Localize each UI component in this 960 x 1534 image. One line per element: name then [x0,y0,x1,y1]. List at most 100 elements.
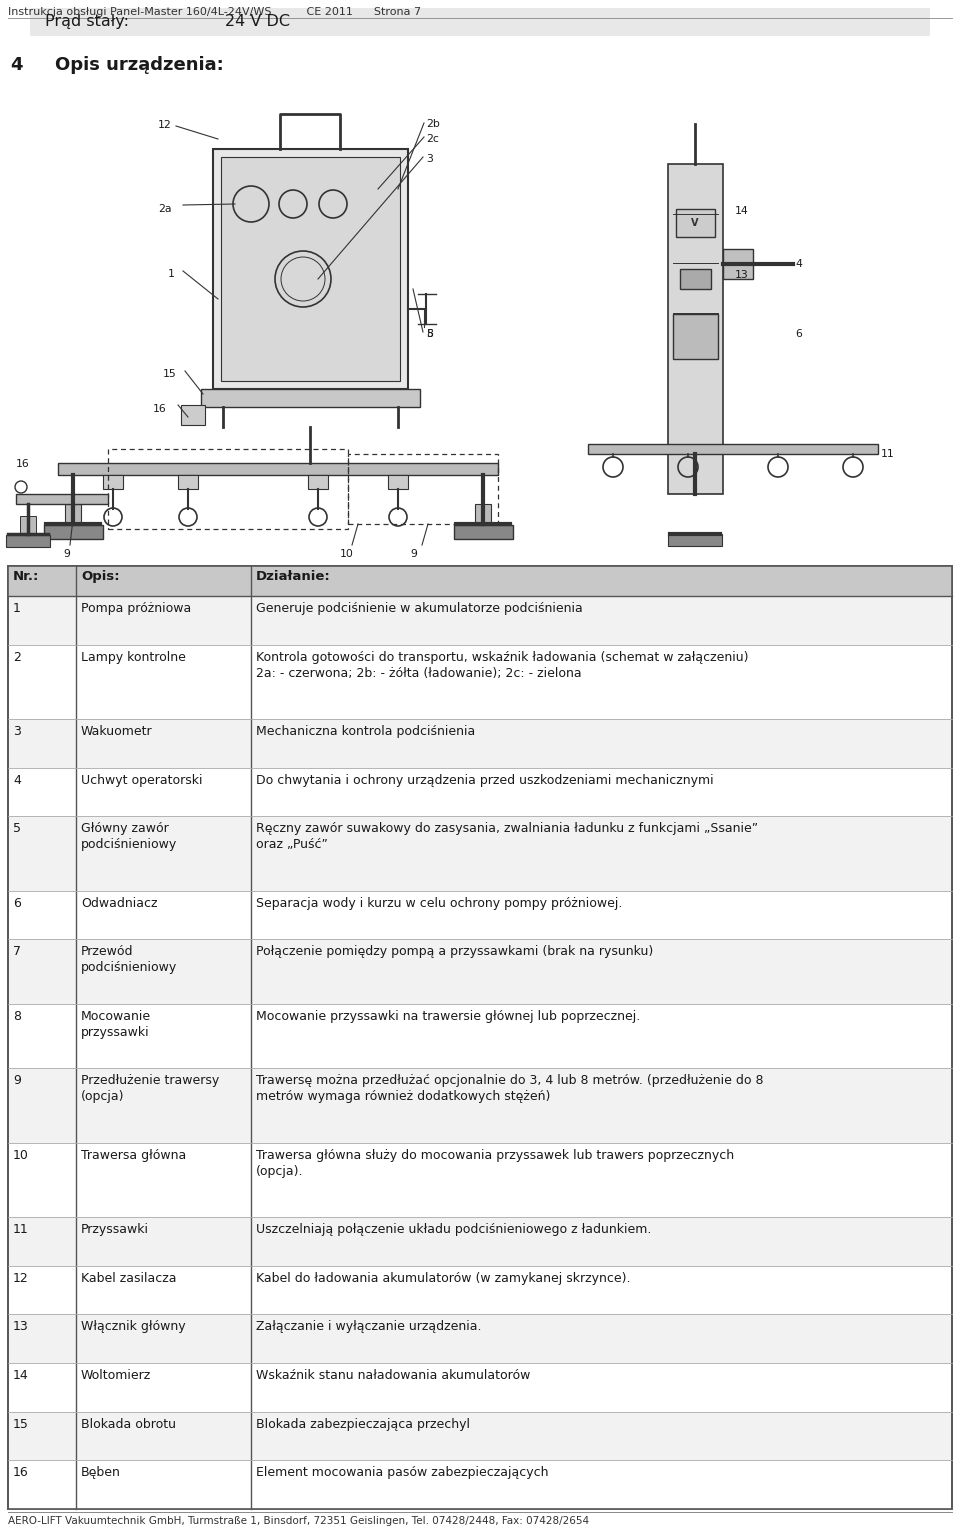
Text: 9: 9 [410,549,417,558]
Text: Główny zawór
podciśnieniowy: Główny zawór podciśnieniowy [81,822,178,851]
Bar [9,1364,951,1411]
Text: 15: 15 [163,370,177,379]
Text: 1: 1 [168,268,175,279]
Text: 13: 13 [13,1321,29,1333]
Text: Mocowanie przyssawki na trawersie głównej lub poprzecznej.: Mocowanie przyssawki na trawersie główne… [256,1009,640,1023]
Bar [65,505,81,525]
Bar [201,390,420,407]
Bar [9,1315,951,1364]
Text: Odwadniacz: Odwadniacz [81,897,157,910]
Text: Trawersa główna: Trawersa główna [81,1149,186,1161]
Text: 2b: 2b [426,120,440,129]
Text: Pompa próżniowa: Pompa próżniowa [81,601,191,615]
Text: Przyssawki: Przyssawki [81,1223,149,1236]
Bar [9,891,951,939]
Text: 24 V DC: 24 V DC [225,14,290,29]
Text: 15: 15 [13,1417,29,1431]
Text: 3: 3 [426,153,433,164]
Bar [475,505,491,525]
Text: Blokada zabezpieczająca przechyl: Blokada zabezpieczająca przechyl [256,1417,470,1431]
Text: 2: 2 [13,650,21,664]
Bar [8,566,952,597]
Bar [9,597,951,644]
Text: AERO-LIFT Vakuumtechnik GmbH, Turmstraße 1, Binsdorf, 72351 Geislingen, Tel. 074: AERO-LIFT Vakuumtechnik GmbH, Turmstraße… [8,1516,589,1526]
Text: 11: 11 [13,1223,29,1236]
Bar [8,566,952,1509]
Bar [308,476,328,489]
Bar [723,249,753,279]
Text: Woltomierz: Woltomierz [81,1368,152,1382]
Text: 16: 16 [16,459,30,469]
Bar [9,1411,951,1460]
Text: Opis urządzenia:: Opis urządzenia: [55,57,224,74]
Text: 9: 9 [13,1074,21,1088]
Bar [20,515,36,534]
Text: Wakuometr: Wakuometr [81,726,153,738]
Text: 9: 9 [63,549,70,558]
Bar [588,443,878,454]
Text: 12: 12 [158,120,172,130]
Bar [9,939,951,1003]
Bar [58,463,498,476]
Text: Generuje podciśnienie w akumulatorze podciśnienia: Generuje podciśnienie w akumulatorze pod… [256,601,583,615]
Text: Mechaniczna kontrola podciśnienia: Mechaniczna kontrola podciśnienia [256,726,475,738]
Text: Bęben: Bęben [81,1467,121,1479]
Bar [9,1068,951,1143]
Text: 7: 7 [13,945,21,959]
Text: 12: 12 [13,1272,29,1284]
Text: Kabel do ładowania akumulatorów (w zamykanej skrzynce).: Kabel do ładowania akumulatorów (w zamyk… [256,1272,631,1284]
Text: 2c: 2c [426,133,439,144]
Bar [680,270,711,290]
Text: 2a: 2a [158,204,172,215]
Text: 11: 11 [881,449,895,459]
Text: Załączanie i wyłączanie urządzenia.: Załączanie i wyłączanie urządzenia. [256,1321,482,1333]
Text: 14: 14 [13,1368,29,1382]
Text: 10: 10 [340,549,354,558]
Bar [9,767,951,816]
Text: 6: 6 [795,328,802,339]
Text: 4: 4 [13,773,21,787]
Text: 10: 10 [13,1149,29,1161]
Bar [668,164,723,494]
Bar [178,476,198,489]
Text: Działanie:: Działanie: [256,571,331,583]
Bar [103,476,123,489]
Text: 4: 4 [795,259,802,268]
Text: Prąd stały:: Prąd stały: [45,14,129,29]
Text: Uchwyt operatorski: Uchwyt operatorski [81,773,203,787]
Bar [9,1003,951,1068]
Text: Separacja wody i kurzu w celu ochrony pompy próżniowej.: Separacja wody i kurzu w celu ochrony po… [256,897,622,910]
Bar [9,1216,951,1266]
Text: Instrukcja obsługi Panel-Master 160/4L-24V/WS          CE 2011      Strona 7: Instrukcja obsługi Panel-Master 160/4L-2… [8,8,421,17]
Bar [9,644,951,719]
Text: 8: 8 [13,1009,21,1023]
Text: 1: 1 [13,601,21,615]
Bar [668,534,722,546]
Text: Trawersa główna służy do mocowania przyssawek lub trawers poprzecznych
(opcja).: Trawersa główna służy do mocowania przys… [256,1149,734,1178]
Text: Ręczny zawór suwakowy do zasysania, zwalniania ładunku z funkcjami „Ssanie”
oraz: Ręczny zawór suwakowy do zasysania, zwal… [256,822,758,851]
Text: Blokada obrotu: Blokada obrotu [81,1417,176,1431]
Text: V: V [691,218,699,227]
Bar [9,1460,951,1509]
Text: Wskaźnik stanu naładowania akumulatorów: Wskaźnik stanu naładowania akumulatorów [256,1368,530,1382]
Bar [388,476,408,489]
Text: 8: 8 [426,328,433,339]
Text: 4: 4 [10,57,22,74]
Text: Uszczelniają połączenie układu podciśnieniowego z ładunkiem.: Uszczelniają połączenie układu podciśnie… [256,1223,652,1236]
Text: Kabel zasilacza: Kabel zasilacza [81,1272,177,1284]
Bar [673,314,718,359]
Bar [9,1143,951,1216]
Text: 5: 5 [13,822,21,836]
Text: Nr.:: Nr.: [13,571,39,583]
Text: 16: 16 [13,1467,29,1479]
Bar [181,405,205,425]
Bar [30,8,930,35]
Text: Mocowanie
przyssawki: Mocowanie przyssawki [81,1009,151,1039]
Bar [676,209,715,236]
Text: Opis:: Opis: [81,571,120,583]
Bar [9,719,951,767]
Bar [454,525,513,538]
Text: Lampy kontrolne: Lampy kontrolne [81,650,186,664]
Bar [108,449,348,529]
Text: 14: 14 [735,206,749,215]
